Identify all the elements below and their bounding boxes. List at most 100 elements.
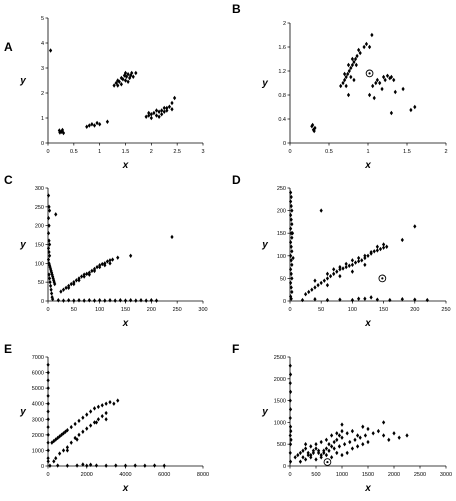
data-point [48, 463, 52, 468]
panel-label-c: C [4, 173, 13, 187]
data-point [49, 268, 53, 274]
y-tick-label: 300 [35, 186, 44, 192]
data-point [92, 298, 97, 303]
data-point [290, 221, 294, 227]
data-point [296, 452, 300, 458]
data-point [289, 203, 293, 209]
panel-label-d: D [232, 173, 241, 187]
data-point [47, 208, 52, 213]
y-tick-label: 250 [277, 186, 286, 192]
data-point [344, 261, 348, 267]
data-point [289, 217, 293, 222]
data-point [85, 271, 89, 277]
panel-b: 0 0.5 1 1.5 2 0 0.4 0.8 1.2 1.6 2 x y [261, 21, 447, 171]
data-point [160, 108, 164, 113]
data-point [363, 262, 367, 268]
y-tick-label: 2000 [32, 433, 44, 439]
x-tick-label: 2000 [388, 472, 400, 478]
data-point [363, 296, 367, 301]
data-point [330, 433, 334, 438]
data-point [289, 280, 293, 286]
data-point [170, 234, 174, 240]
y-tick-label: 6000 [32, 371, 44, 377]
data-point [96, 417, 100, 422]
data-point [339, 83, 343, 89]
data-point [335, 437, 339, 443]
data-point [371, 83, 375, 89]
data-point [371, 431, 375, 436]
data-point [95, 264, 99, 270]
data-point [388, 297, 392, 303]
y-tick-label: 50 [280, 276, 286, 282]
data-point [366, 426, 370, 432]
data-point [338, 267, 342, 272]
x-tick-label: 3 [201, 149, 204, 155]
data-point [46, 385, 50, 391]
data-point [54, 456, 58, 461]
data-point [366, 253, 370, 258]
data-point [89, 409, 93, 414]
data-point [392, 77, 396, 83]
x-tick-label: 4000 [119, 472, 131, 478]
data-point [382, 242, 386, 247]
data-point [123, 463, 128, 468]
data-point [58, 451, 62, 456]
data-point [46, 432, 50, 438]
data-point [118, 298, 122, 303]
data-point [108, 399, 112, 405]
data-point [363, 255, 367, 261]
data-point [374, 80, 378, 86]
y-axis-label: y [19, 407, 26, 418]
data-point [425, 297, 429, 303]
data-point [289, 294, 293, 299]
data-point [409, 107, 413, 113]
data-point [61, 130, 66, 136]
x-tick-label: 1 [366, 149, 369, 155]
data-point [405, 433, 409, 438]
data-point [89, 462, 93, 467]
data-point [65, 448, 69, 453]
data-point [369, 295, 373, 300]
data-point [358, 435, 362, 440]
data-point [310, 124, 314, 129]
x-tick-label: 1500 [362, 472, 374, 478]
data-point [69, 424, 73, 430]
data-point [82, 274, 86, 279]
data-point [382, 74, 386, 80]
data-point [293, 455, 297, 460]
data-point [350, 297, 354, 303]
data-point [112, 401, 116, 406]
data-point [413, 224, 417, 229]
data-point [85, 124, 89, 129]
data-point [92, 268, 97, 274]
data-point [289, 253, 293, 258]
data-point [46, 193, 51, 198]
data-point [358, 50, 362, 56]
data-point [116, 398, 120, 403]
panel-f: 0 500 1000 1500 2000 2500 3000 0 500 1000 1500 2000… [261, 355, 452, 494]
y-tick-label: 1000 [32, 448, 44, 454]
data-point [343, 71, 347, 77]
data-point [114, 463, 118, 468]
data-point [288, 415, 292, 421]
data-point [46, 459, 50, 464]
data-point [119, 82, 123, 87]
x-tick-label: 1 [98, 149, 101, 155]
data-point [332, 267, 336, 272]
data-point [289, 240, 293, 245]
panel-e: 0 2000 4000 6000 8000 0 1000 2000 3000 4000 5000 60… [19, 355, 209, 494]
y-tick-label: 3000 [32, 417, 44, 423]
data-point [338, 273, 342, 279]
data-point [335, 450, 339, 456]
data-point [56, 298, 60, 303]
data-point [56, 463, 60, 468]
panel-label-b: B [232, 2, 241, 16]
data-point [289, 296, 293, 301]
y-tick-label: 200 [35, 224, 44, 230]
data-point [75, 437, 79, 442]
data-point [325, 297, 330, 303]
data-point [288, 459, 293, 464]
data-point [349, 65, 353, 71]
data-point [375, 244, 379, 249]
data-point [301, 455, 305, 460]
